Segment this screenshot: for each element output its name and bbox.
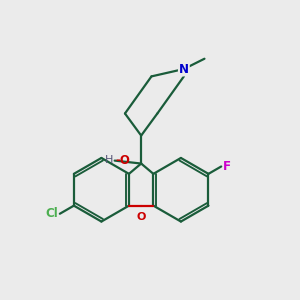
Text: N: N [179, 62, 189, 76]
Text: Cl: Cl [46, 207, 59, 220]
Text: H: H [105, 155, 113, 165]
Text: F: F [223, 160, 231, 173]
Text: -O: -O [115, 154, 130, 166]
Text: O: O [136, 212, 146, 222]
